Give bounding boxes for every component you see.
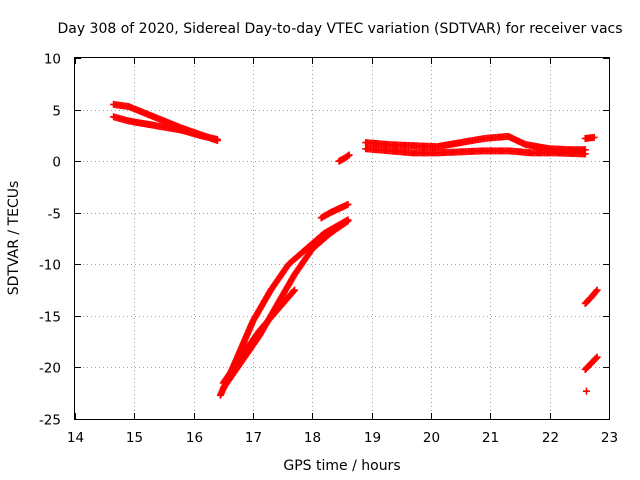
data-point-marker (290, 287, 298, 295)
data-point-marker (593, 353, 601, 361)
data-point-marker (344, 217, 352, 225)
series-track-f (581, 133, 598, 142)
plot-frame (74, 57, 610, 420)
data-point-marker (291, 286, 299, 294)
y-tick-label: 0 (52, 155, 61, 171)
x-tick-label: 22 (542, 430, 559, 446)
x-axis-label: GPS time / hours (283, 458, 400, 474)
series-track-i (582, 387, 590, 395)
chart-title: Day 308 of 2020, Sidereal Day-to-day VTE… (57, 21, 622, 37)
y-axis-label: SDTVAR / TECUs (6, 181, 22, 296)
series-track-g (581, 286, 601, 307)
series-track-a-lower (110, 113, 221, 143)
y-tick-label: -5 (48, 207, 61, 223)
series-track-b-lower (219, 217, 352, 392)
data-point-marker (213, 135, 221, 143)
y-tick-label: -25 (39, 413, 61, 429)
series-track-d (335, 151, 353, 165)
x-tick-label: 18 (304, 430, 321, 446)
series-track-c (317, 200, 352, 222)
y-tick-label: -15 (39, 310, 61, 326)
y-tick-label: 10 (44, 52, 61, 68)
series-track-e-lower (362, 145, 589, 158)
data-point-marker (581, 150, 589, 158)
x-tick-label: 23 (601, 430, 618, 446)
x-tick-label: 14 (67, 430, 84, 446)
data-point-marker (343, 218, 351, 226)
x-tick-label: 15 (126, 430, 143, 446)
series-track-e-upper (362, 132, 589, 154)
x-tick-label: 19 (364, 430, 381, 446)
data-point-marker (592, 354, 600, 362)
x-tick-label: 16 (186, 430, 203, 446)
x-axis-ticks: 14 15 16 17 18 19 20 21 22 23 (67, 58, 618, 446)
y-axis-ticks: -25 -20 -15 -10 -5 0 5 10 (39, 52, 609, 429)
x-tick-label: 17 (245, 430, 262, 446)
data-point-marker (592, 287, 600, 295)
y-tick-label: -20 (39, 361, 61, 377)
x-tick-label: 21 (482, 430, 499, 446)
data-point-marker (344, 200, 352, 208)
y-tick-label: 5 (52, 104, 61, 120)
grid-lines (75, 58, 609, 419)
data-points (110, 100, 601, 399)
data-point-marker (582, 387, 590, 395)
data-point-marker (590, 133, 598, 141)
data-point-marker (593, 286, 601, 294)
data-point-marker (345, 151, 353, 159)
y-tick-label: -10 (39, 258, 61, 274)
x-tick-label: 20 (423, 430, 440, 446)
series-track-h (581, 353, 601, 373)
